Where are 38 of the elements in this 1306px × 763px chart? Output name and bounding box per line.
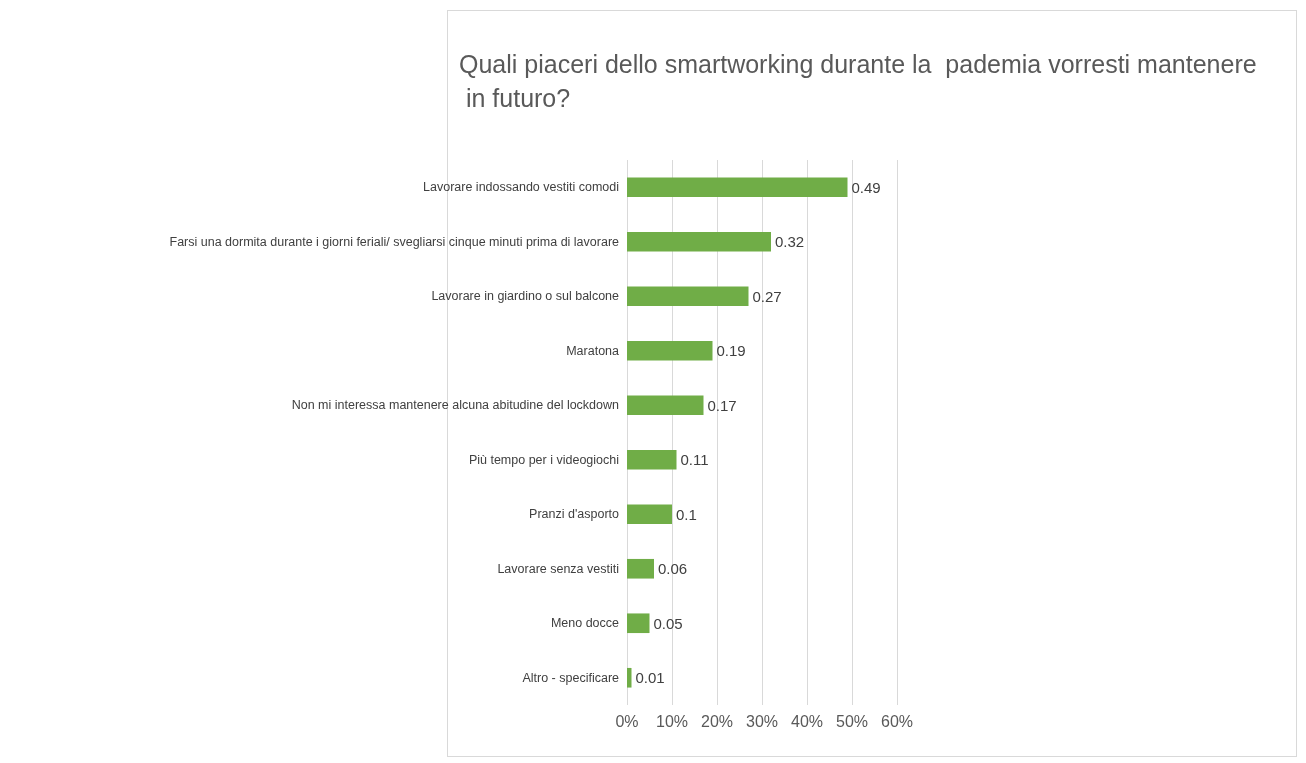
y-tick-label: Maratona xyxy=(566,343,620,358)
y-tick-label: Non mi interessa mantenere alcuna abitudine del lockdown xyxy=(291,398,620,413)
x-tick-label: 40% xyxy=(790,712,824,730)
y-tick-label: Lavorare senza vestiti xyxy=(497,561,619,576)
bar xyxy=(627,177,848,198)
x-tick-label: 50% xyxy=(835,712,869,730)
data-label: 0.01 xyxy=(635,669,665,687)
bar xyxy=(627,231,771,252)
bar xyxy=(627,613,650,634)
x-tick-label: 60% xyxy=(880,712,914,730)
data-label: 0.49 xyxy=(851,178,881,196)
y-tick-label: Più tempo per i videogiochi xyxy=(468,452,619,467)
x-tick-label: 30% xyxy=(745,712,779,730)
bar xyxy=(627,395,704,416)
y-tick-label: Lavorare in giardino o sul balcone xyxy=(431,289,620,304)
data-label: 0.27 xyxy=(752,287,782,305)
x-tick-label: 10% xyxy=(655,712,689,730)
data-label: 0.05 xyxy=(653,614,683,632)
bar xyxy=(627,340,713,361)
y-tick-label: Meno docce xyxy=(550,616,620,631)
bar xyxy=(627,449,677,470)
y-tick-label: Farsi una dormita durante i giorni feriali/ svegliarsi cinque minuti prima di lavorare xyxy=(169,234,620,249)
data-label: 0.17 xyxy=(707,396,737,414)
data-label: 0.32 xyxy=(775,233,805,251)
bar xyxy=(627,504,672,525)
y-tick-label: Pranzi d'asporto xyxy=(529,507,620,522)
y-tick-label: Lavorare indossando vestiti comodi xyxy=(423,180,619,195)
data-label: 0.11 xyxy=(680,451,709,469)
y-tick-label: Altro - specificare xyxy=(522,670,620,685)
bar xyxy=(627,286,749,307)
data-label: 0.06 xyxy=(658,560,688,578)
x-tick-label: 20% xyxy=(700,712,734,730)
x-tick-label: 0% xyxy=(615,712,639,730)
chart-title: Quali piaceri dello smartworking durante la pademia vorresti mantenere in futuro? xyxy=(459,50,1257,112)
data-label: 0.1 xyxy=(676,505,697,523)
bar xyxy=(627,667,632,688)
bar xyxy=(627,558,654,579)
data-label: 0.19 xyxy=(716,342,746,360)
